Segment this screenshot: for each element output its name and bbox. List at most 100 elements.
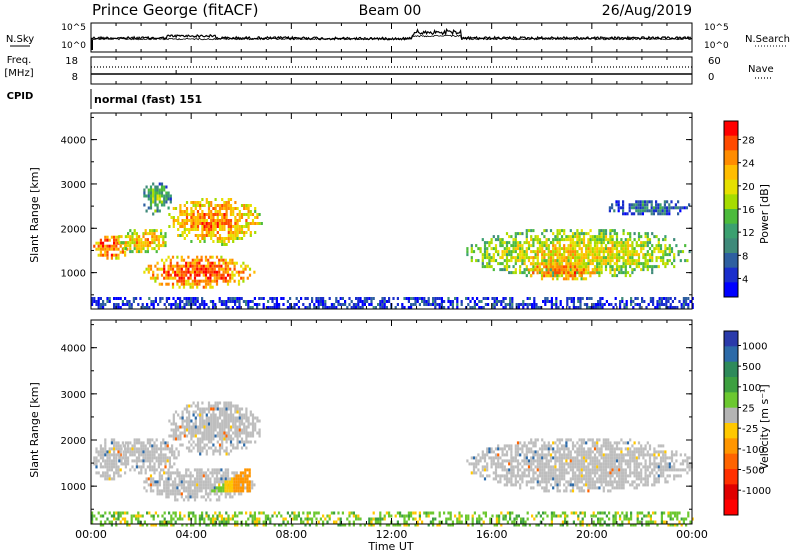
power-cell: [691, 303, 694, 306]
power-colorbar: [724, 121, 738, 298]
velocity-cell: [352, 523, 355, 527]
velocity-cell: [519, 486, 522, 490]
velocity-cell: [222, 474, 225, 478]
power-cell: [143, 306, 146, 309]
power-cell: [190, 207, 193, 210]
power-cell: [145, 267, 148, 271]
velocity-cell: [153, 450, 156, 454]
power-cell: [665, 300, 668, 303]
velocity-cell: [543, 441, 546, 445]
power-cell: [651, 259, 654, 263]
power-cell: [202, 270, 205, 274]
velocity-cell: [221, 413, 224, 417]
power-cell: [302, 303, 305, 306]
power-cell: [207, 210, 211, 213]
velocity-cell: [131, 459, 134, 463]
velocity-cell: [187, 514, 190, 518]
power-cell: [388, 300, 391, 303]
velocity-cell: [405, 520, 408, 524]
power-cell: [551, 277, 555, 281]
power-cell: [550, 300, 553, 303]
power-cell: [641, 297, 644, 300]
nsky-series-line: [90, 27, 692, 41]
velocity-cell: [151, 456, 154, 460]
velocity-cell: [297, 514, 300, 518]
power-cell: [187, 261, 190, 265]
velocity-cell: [565, 453, 568, 457]
power-cell: [596, 253, 599, 257]
power-cell: [494, 238, 498, 242]
power-cell: [180, 282, 183, 286]
power-cell: [201, 237, 204, 240]
velocity-cell: [205, 452, 208, 456]
power-cell: [652, 300, 655, 303]
velocity-cell: [576, 453, 579, 457]
velocity-cell: [229, 517, 232, 521]
velocity-cell: [191, 489, 194, 493]
velocity-cell: [196, 495, 199, 499]
power-cell: [163, 203, 166, 207]
power-cell: [658, 303, 661, 306]
velocity-cell: [678, 520, 681, 524]
power-cell: [427, 303, 430, 306]
power-cell: [119, 244, 122, 248]
power-cell: [582, 277, 585, 281]
velocity-cell: [223, 449, 226, 453]
velocity-cell: [200, 471, 203, 475]
power-cell: [490, 241, 493, 245]
velocity-cell: [492, 456, 495, 460]
power-cell: [379, 306, 382, 309]
power-cell: [216, 219, 219, 222]
power-cell: [633, 232, 636, 236]
velocity-cell: [471, 517, 474, 521]
power-cell: [617, 209, 620, 213]
velocity-cell: [174, 483, 177, 487]
velocity-cell: [571, 468, 575, 472]
velocity-cell: [615, 453, 619, 457]
velocity-cell: [545, 474, 548, 478]
velocity-cell: [609, 489, 612, 493]
power-cell: [639, 200, 642, 204]
power-cell: [118, 235, 121, 239]
velocity-cell: [512, 483, 515, 487]
velocity-cell: [223, 520, 226, 524]
power-cell: [194, 297, 197, 300]
power-cell: [179, 213, 182, 216]
velocity-cell: [104, 520, 107, 524]
velocity-cell: [196, 446, 200, 450]
power-cell: [151, 241, 154, 245]
power-cell: [243, 234, 246, 237]
power-cell: [563, 244, 566, 248]
velocity-cell: [121, 517, 124, 521]
power-cell: [677, 200, 680, 204]
power-cell: [593, 247, 597, 251]
velocity-cell: [198, 483, 201, 487]
power-cell: [225, 222, 228, 225]
power-cell: [174, 207, 178, 210]
velocity-cell: [173, 462, 176, 466]
power-cell: [236, 228, 239, 231]
power-cell: [156, 273, 159, 277]
velocity-cell: [170, 514, 173, 518]
power-cell: [631, 268, 634, 272]
velocity-cell: [414, 511, 417, 515]
velocity-cell: [190, 449, 193, 453]
velocity-cell: [574, 456, 577, 460]
velocity-cell: [174, 520, 177, 524]
power-cell: [249, 231, 252, 234]
power-cell: [569, 250, 572, 254]
velocity-cell: [229, 425, 233, 429]
power-cell: [359, 300, 362, 303]
velocity-cell: [504, 514, 507, 518]
power-cell: [618, 253, 621, 257]
power-cell: [240, 216, 244, 219]
velocity-cell: [192, 440, 195, 444]
velocity-cell: [671, 523, 674, 527]
power-cell: [244, 264, 247, 268]
power-cell: [543, 274, 546, 278]
power-cell: [494, 247, 498, 251]
velocity-cell: [315, 523, 318, 527]
power-cell: [536, 256, 539, 260]
velocity-cell: [232, 443, 235, 447]
velocity-cell: [344, 523, 347, 527]
